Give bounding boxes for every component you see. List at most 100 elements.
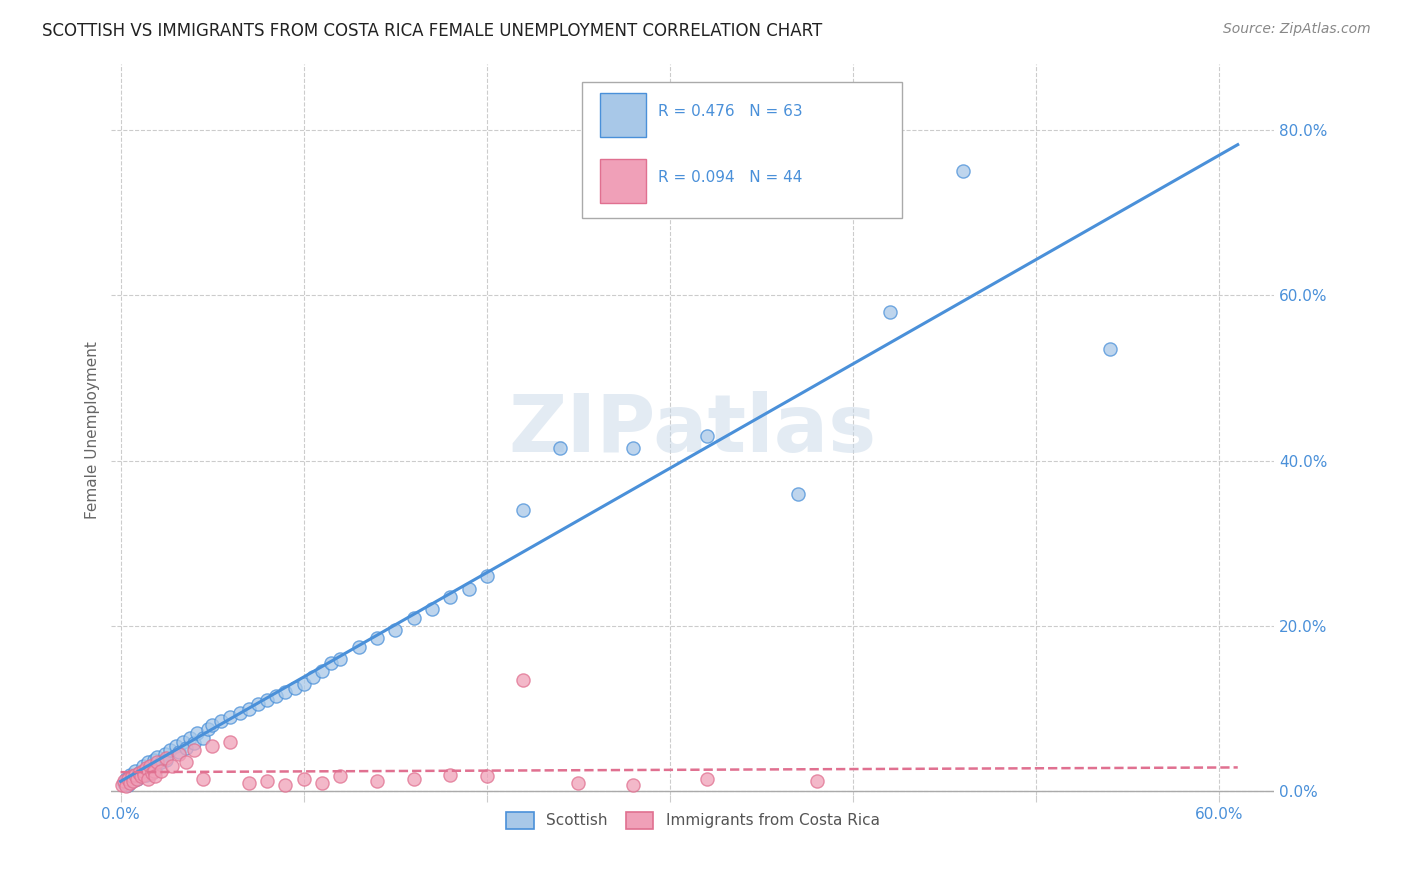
- Point: [117, 778, 139, 792]
- Point: [139, 759, 162, 773]
- Point: [136, 772, 159, 786]
- Point: [112, 776, 135, 790]
- Point: [696, 429, 718, 443]
- Point: [191, 772, 214, 786]
- Point: [457, 582, 479, 596]
- Point: [117, 772, 139, 786]
- Point: [329, 769, 352, 783]
- Point: [879, 305, 901, 319]
- Point: [806, 774, 828, 789]
- Point: [176, 741, 198, 756]
- Point: [159, 743, 181, 757]
- Point: [274, 685, 297, 699]
- Point: [131, 764, 153, 778]
- Point: [165, 739, 187, 753]
- FancyBboxPatch shape: [582, 82, 903, 218]
- Point: [146, 749, 169, 764]
- Point: [246, 698, 269, 712]
- Point: [283, 681, 305, 695]
- Point: [129, 769, 152, 783]
- Point: [176, 756, 198, 770]
- Point: [256, 693, 278, 707]
- Point: [420, 602, 443, 616]
- Point: [787, 487, 810, 501]
- Point: [256, 774, 278, 789]
- Point: [111, 778, 134, 792]
- Point: [115, 780, 138, 794]
- Point: [475, 769, 498, 783]
- Point: [121, 774, 143, 789]
- Point: [201, 739, 224, 753]
- Point: [141, 757, 163, 772]
- Point: [186, 726, 208, 740]
- Point: [155, 753, 177, 767]
- Point: [621, 778, 644, 792]
- Point: [567, 776, 589, 790]
- Text: ZIPatlas: ZIPatlas: [509, 391, 877, 468]
- Point: [118, 776, 141, 790]
- Point: [1098, 342, 1121, 356]
- Point: [366, 632, 388, 646]
- Point: [115, 772, 138, 786]
- Text: Source: ZipAtlas.com: Source: ZipAtlas.com: [1223, 22, 1371, 37]
- Text: R = 0.476   N = 63: R = 0.476 N = 63: [658, 104, 803, 120]
- Point: [209, 714, 232, 728]
- Point: [142, 753, 165, 767]
- Point: [696, 772, 718, 786]
- Point: [183, 736, 205, 750]
- Point: [112, 774, 135, 789]
- Point: [128, 766, 150, 780]
- Point: [321, 656, 343, 670]
- Point: [122, 769, 145, 783]
- Point: [191, 731, 214, 745]
- Point: [134, 768, 156, 782]
- Point: [302, 670, 325, 684]
- Point: [475, 569, 498, 583]
- Point: [146, 756, 169, 770]
- Point: [197, 723, 219, 737]
- Y-axis label: Female Unemployment: Female Unemployment: [86, 341, 100, 518]
- Point: [124, 764, 146, 778]
- Point: [439, 768, 461, 782]
- Point: [149, 756, 172, 770]
- Point: [124, 768, 146, 782]
- Point: [142, 764, 165, 778]
- Point: [131, 759, 153, 773]
- Point: [228, 706, 250, 720]
- Point: [292, 677, 315, 691]
- Point: [153, 747, 176, 761]
- Point: [238, 701, 260, 715]
- Point: [118, 768, 141, 782]
- Point: [238, 776, 260, 790]
- Point: [129, 769, 152, 783]
- Point: [125, 772, 148, 786]
- Point: [183, 743, 205, 757]
- Point: [512, 503, 534, 517]
- Point: [134, 764, 156, 778]
- Point: [329, 652, 352, 666]
- Point: [167, 747, 190, 761]
- Point: [264, 690, 287, 704]
- Point: [201, 718, 224, 732]
- Point: [384, 623, 406, 637]
- Point: [167, 745, 190, 759]
- Point: [292, 772, 315, 786]
- Point: [136, 756, 159, 770]
- Point: [439, 590, 461, 604]
- Point: [402, 611, 425, 625]
- Point: [366, 774, 388, 789]
- Point: [219, 710, 242, 724]
- Point: [145, 769, 167, 783]
- Point: [311, 776, 333, 790]
- Point: [145, 764, 167, 778]
- Point: [155, 751, 177, 765]
- Text: R = 0.094   N = 44: R = 0.094 N = 44: [658, 169, 803, 185]
- Point: [128, 766, 150, 780]
- Point: [402, 772, 425, 786]
- Point: [135, 768, 157, 782]
- Point: [172, 734, 194, 748]
- Point: [311, 665, 333, 679]
- Point: [141, 766, 163, 780]
- FancyBboxPatch shape: [600, 159, 647, 203]
- Point: [125, 772, 148, 786]
